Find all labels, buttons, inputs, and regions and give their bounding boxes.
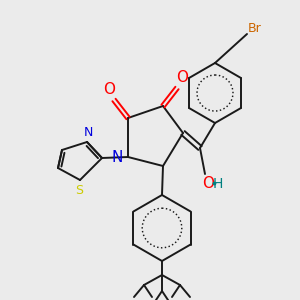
Text: N: N bbox=[83, 127, 93, 140]
Text: N: N bbox=[111, 151, 123, 166]
Text: O: O bbox=[103, 82, 115, 98]
Text: H: H bbox=[213, 177, 223, 191]
Text: O: O bbox=[176, 70, 188, 86]
Text: Br: Br bbox=[248, 22, 262, 34]
Text: S: S bbox=[75, 184, 83, 196]
Text: O: O bbox=[202, 176, 214, 191]
